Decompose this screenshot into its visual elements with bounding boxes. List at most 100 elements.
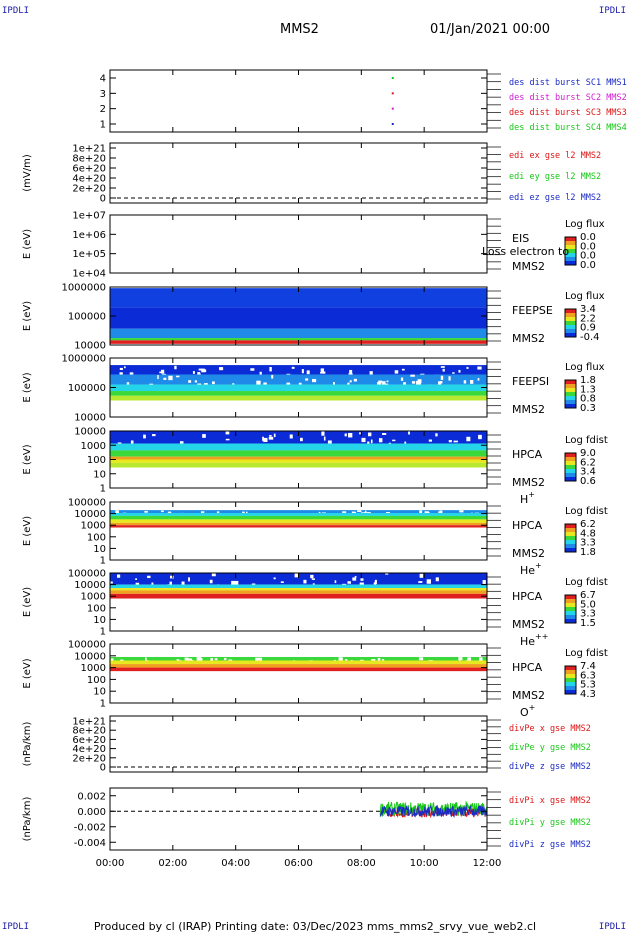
spectrogram-gap bbox=[110, 581, 113, 584]
spectrogram-gap bbox=[167, 511, 172, 514]
y-tick-label: 8e+20 bbox=[72, 726, 106, 737]
colorbar-value: 0.8 bbox=[580, 394, 596, 405]
species-label: O+ bbox=[520, 703, 535, 719]
y-axis-label: E (eV) bbox=[22, 444, 33, 474]
spacecraft-label: MMS2 bbox=[512, 618, 545, 631]
y-tick-label: 1e+05 bbox=[72, 249, 106, 260]
spectrogram-gap bbox=[458, 369, 461, 373]
panel-p3 bbox=[109, 214, 577, 274]
spectrogram-band bbox=[110, 456, 487, 460]
spectrogram-gap bbox=[263, 437, 268, 442]
y-tick-label: 1000000 bbox=[61, 354, 106, 365]
y-tick-label: 1000 bbox=[81, 663, 106, 674]
spectrogram-gap bbox=[280, 581, 284, 584]
y-tick-label: 3 bbox=[100, 89, 106, 100]
spectrogram-gap bbox=[440, 375, 444, 380]
spectrogram-band bbox=[110, 584, 487, 589]
spectrogram-gap bbox=[129, 372, 134, 376]
x-tick-label: 00:00 bbox=[96, 858, 125, 869]
spectrogram-band bbox=[110, 515, 487, 520]
colorbar-value: 2.2 bbox=[580, 313, 596, 324]
colorbar-segment bbox=[565, 245, 576, 250]
spectrogram-gap bbox=[262, 438, 265, 442]
spectrogram-gap bbox=[411, 381, 416, 384]
colorbar-segment bbox=[565, 333, 576, 338]
spectrogram-band bbox=[110, 656, 487, 661]
spectrogram-gap bbox=[223, 657, 227, 661]
spectrogram-gap bbox=[320, 368, 325, 373]
legend-entry: edi ex gse l2 MMS2 bbox=[509, 151, 601, 161]
spectrogram-gap bbox=[259, 371, 262, 376]
y-tick-label: 10000 bbox=[74, 427, 106, 438]
spectrogram-gap bbox=[231, 580, 236, 585]
colorbar-segment bbox=[565, 325, 576, 330]
spectrogram-band bbox=[110, 395, 487, 401]
spectrogram-gap bbox=[202, 434, 206, 438]
spectrogram-gap bbox=[179, 441, 184, 445]
colorbar-value: 6.2 bbox=[580, 519, 596, 530]
spectrogram-gap bbox=[312, 378, 317, 383]
spectrogram-gap bbox=[435, 577, 439, 582]
colorbar-value: 6.2 bbox=[580, 457, 596, 468]
spectrogram-gap bbox=[466, 436, 471, 442]
spectrogram-gap bbox=[377, 657, 381, 662]
colorbar-segment bbox=[565, 261, 576, 266]
spectrogram-gap bbox=[117, 574, 121, 578]
spectrogram-gap bbox=[161, 510, 164, 513]
spectrogram-gap bbox=[320, 371, 325, 374]
colorbar-segment bbox=[565, 528, 576, 533]
y-tick-label: 4e+20 bbox=[72, 174, 106, 185]
colorbar-segment bbox=[565, 457, 576, 462]
spectrogram-gap bbox=[448, 376, 451, 381]
spectrogram-gap bbox=[294, 573, 299, 578]
spectrogram-gap bbox=[373, 582, 376, 585]
spectrogram-gap bbox=[466, 366, 469, 369]
legend-entry: divPi x gse MMS2 bbox=[509, 796, 591, 806]
colorbar-value: 1.8 bbox=[580, 375, 596, 386]
spectrogram-gap bbox=[291, 366, 295, 369]
panel-p7 bbox=[109, 501, 577, 561]
spectrogram-gap bbox=[194, 380, 198, 383]
species-label: He+ bbox=[520, 561, 542, 577]
y-tick-label: 10000 bbox=[74, 413, 106, 424]
spectrogram-gap bbox=[439, 380, 443, 384]
logo-bottom-right: IPDLI bbox=[598, 922, 626, 932]
spectrogram-gap bbox=[463, 380, 467, 384]
instrument-label: HPCA bbox=[512, 519, 543, 532]
spectrogram-gap bbox=[225, 431, 230, 435]
spectrogram-gap bbox=[305, 378, 309, 381]
instrument-label: FEEPSE bbox=[512, 304, 553, 317]
y-tick-label: 10 bbox=[93, 544, 106, 555]
spectrogram-band bbox=[110, 573, 487, 585]
y-tick-label: 0 bbox=[100, 763, 106, 774]
colorbar-title: Log fdist bbox=[565, 506, 608, 517]
y-axis-label: (nPa/km) bbox=[22, 797, 33, 842]
colorbar-frame bbox=[564, 308, 577, 338]
y-axis-label: E (eV) bbox=[22, 658, 33, 688]
spectrogram-gap bbox=[371, 659, 376, 661]
plot-frame bbox=[109, 787, 488, 851]
spectrogram-gap bbox=[323, 436, 326, 441]
colorbar-title: Log flux bbox=[565, 219, 605, 230]
spectrogram-gap bbox=[123, 366, 126, 369]
colorbar-value: 0.6 bbox=[580, 476, 596, 487]
colorbar-segment bbox=[565, 253, 576, 258]
colorbar-segment bbox=[565, 453, 576, 458]
spectrogram-gap bbox=[459, 510, 464, 513]
colorbar-value: 6.7 bbox=[580, 590, 596, 601]
spectrogram-gap bbox=[348, 373, 353, 376]
spectrogram-gap bbox=[110, 658, 114, 661]
spectrogram-gap bbox=[289, 434, 293, 439]
spectrogram-band bbox=[110, 462, 487, 468]
colorbar-segment bbox=[565, 241, 576, 246]
spectrogram-gap bbox=[378, 380, 383, 383]
spectrogram-gap bbox=[442, 368, 445, 372]
instrument-label: HPCA bbox=[512, 448, 543, 461]
y-axis-label: (nPa/km) bbox=[22, 722, 33, 767]
spectrogram-gap bbox=[255, 657, 259, 661]
spectrogram-gap bbox=[258, 657, 263, 662]
y-tick-label: 100 bbox=[87, 603, 106, 614]
spectrogram-gap bbox=[256, 380, 261, 385]
data-point bbox=[391, 123, 394, 125]
